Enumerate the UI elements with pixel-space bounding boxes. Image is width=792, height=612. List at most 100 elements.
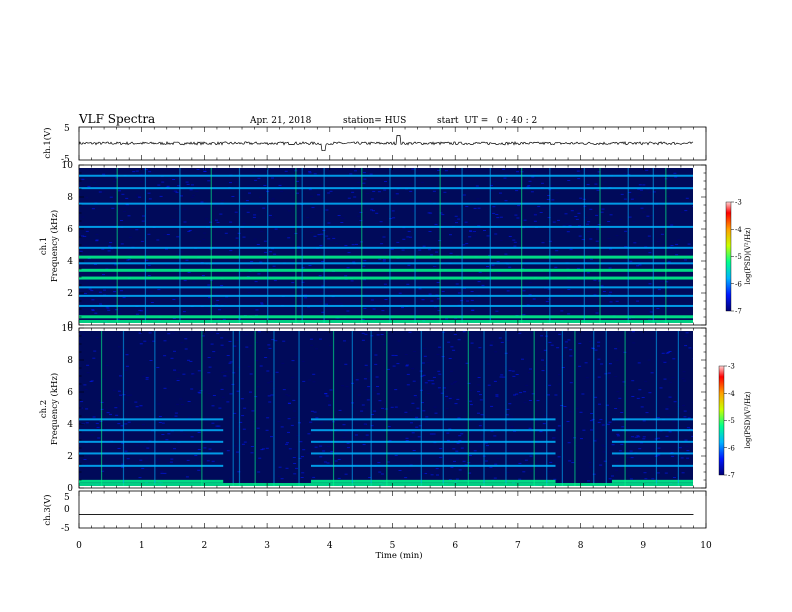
noise-speckle (293, 473, 297, 475)
noise-speckle (201, 275, 205, 276)
noise-speckle (527, 371, 531, 373)
noise-speckle (117, 423, 121, 425)
noise-speckle (609, 430, 613, 432)
noise-speckle (478, 347, 482, 349)
noise-speckle (681, 472, 685, 474)
noise-speckle (337, 215, 341, 216)
spectrogram-background (79, 168, 693, 323)
noise-speckle (190, 436, 194, 438)
noise-speckle (374, 363, 378, 365)
noise-speckle (220, 388, 224, 390)
noise-speckle (568, 460, 572, 462)
noise-speckle (646, 215, 650, 217)
noise-speckle (212, 351, 216, 353)
noise-speckle (584, 216, 588, 218)
noise-speckle (458, 435, 462, 437)
noise-speckle (242, 236, 246, 238)
noise-speckle (258, 457, 262, 459)
noise-speckle (528, 294, 532, 296)
ch1-colorbar: -3-4-5-6-7 log(PSD)(V²/Hz) (725, 199, 752, 316)
noise-speckle (170, 357, 174, 359)
noise-speckle (601, 208, 605, 210)
noise-speckle (220, 337, 224, 339)
noise-speckle (246, 211, 250, 213)
noise-speckle (364, 364, 368, 366)
noise-speckle (271, 217, 275, 219)
noise-speckle (593, 440, 597, 442)
noise-speckle (172, 298, 176, 300)
noise-speckle (280, 478, 284, 480)
noise-speckle (665, 408, 669, 410)
noise-speckle (259, 365, 263, 367)
noise-speckle (240, 398, 244, 400)
emission-band (79, 174, 693, 177)
noise-speckle (608, 421, 612, 423)
noise-speckle (197, 391, 201, 393)
noise-speckle (516, 217, 520, 219)
impulse-line (238, 331, 241, 486)
noise-speckle (260, 230, 264, 232)
noise-speckle (618, 417, 622, 419)
noise-speckle (157, 184, 161, 186)
noise-speckle (478, 425, 482, 427)
noise-speckle (101, 470, 105, 472)
noise-speckle (506, 340, 510, 342)
noise-speckle (118, 405, 122, 407)
noise-speckle (85, 408, 89, 410)
noise-speckle (373, 410, 377, 412)
noise-speckle (484, 460, 488, 462)
noise-speckle (108, 245, 112, 247)
noise-speckle (290, 205, 294, 207)
noise-speckle (128, 274, 132, 276)
ch1-colorbar-scale (725, 201, 732, 312)
noise-speckle (486, 266, 489, 267)
noise-speckle (611, 475, 614, 477)
noise-speckle (249, 391, 252, 393)
noise-speckle (121, 463, 125, 465)
noise-speckle (421, 181, 424, 183)
noise-speckle (285, 443, 288, 445)
noise-speckle (370, 307, 374, 309)
noise-speckle (302, 380, 306, 382)
noise-speckle (504, 200, 508, 202)
noise-speckle (353, 196, 357, 198)
noise-speckle (518, 462, 522, 464)
noise-speckle (319, 456, 323, 458)
noise-speckle (522, 314, 526, 316)
noise-speckle (359, 211, 363, 213)
impulse-line (599, 168, 601, 323)
noise-speckle (247, 366, 251, 367)
noise-speckle (446, 432, 450, 434)
noise-speckle (600, 211, 604, 213)
noise-speckle (163, 472, 167, 474)
noise-speckle (211, 357, 215, 359)
noise-speckle (418, 425, 422, 427)
noise-speckle (668, 396, 672, 398)
noise-speckle (267, 382, 271, 384)
noise-speckle (338, 409, 342, 411)
noise-speckle (412, 246, 416, 247)
noise-speckle (472, 231, 476, 232)
noise-speckle (650, 448, 654, 450)
noise-speckle (477, 412, 480, 414)
noise-speckle (208, 297, 212, 299)
x-tick-label: 5 (390, 541, 396, 551)
noise-speckle (475, 185, 479, 187)
noise-speckle (567, 280, 571, 282)
noise-speckle (296, 435, 300, 436)
noise-speckle (469, 439, 472, 441)
noise-speckle (122, 297, 126, 299)
noise-speckle (197, 449, 201, 450)
noise-speckle (408, 469, 412, 471)
noise-speckle (320, 422, 323, 424)
noise-speckle (366, 193, 369, 194)
noise-speckle (449, 370, 453, 372)
noise-speckle (424, 382, 428, 384)
noise-speckle (594, 183, 598, 185)
noise-speckle (229, 393, 233, 395)
noise-speckle (508, 403, 512, 405)
noise-speckle (310, 410, 314, 412)
noise-speckle (394, 355, 398, 356)
noise-speckle (363, 437, 366, 439)
noise-speckle (200, 201, 204, 203)
